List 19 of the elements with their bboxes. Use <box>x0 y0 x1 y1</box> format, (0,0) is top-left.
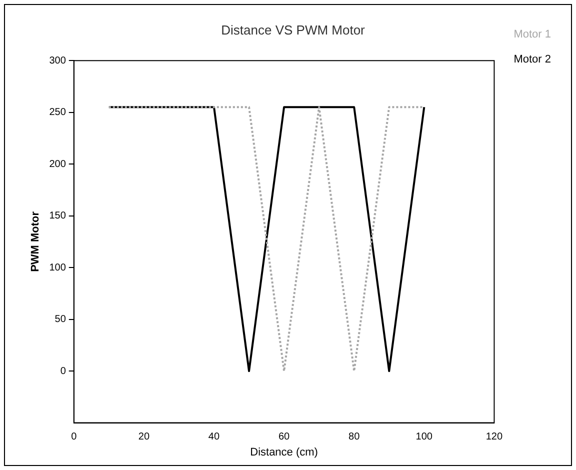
x-axis-title: Distance (cm) <box>250 446 318 458</box>
y-tick-label: 0 <box>60 366 66 377</box>
y-tick-label: 150 <box>49 210 66 222</box>
y-tick-label: 250 <box>49 107 66 118</box>
x-tick-label: 120 <box>486 432 503 443</box>
x-tick-label: 80 <box>348 432 360 443</box>
x-tick-label: 40 <box>208 432 220 443</box>
y-tick-label: 100 <box>49 262 66 274</box>
x-tick-label: 100 <box>416 432 433 443</box>
y-axis-title: PWM Motor <box>30 210 42 272</box>
y-tick-label: 300 <box>49 55 66 66</box>
text: Motor 2 <box>514 54 552 66</box>
chart-title: Distance VS PWM Motor <box>221 22 366 38</box>
text: Motor 1 <box>514 28 552 41</box>
x-tick-label: 60 <box>278 432 290 443</box>
y-tick-label: 50 <box>54 314 66 326</box>
x-tick-label: 20 <box>138 432 150 443</box>
x-tick-label: 0 <box>71 432 78 443</box>
y-tick-label: 200 <box>49 158 66 170</box>
